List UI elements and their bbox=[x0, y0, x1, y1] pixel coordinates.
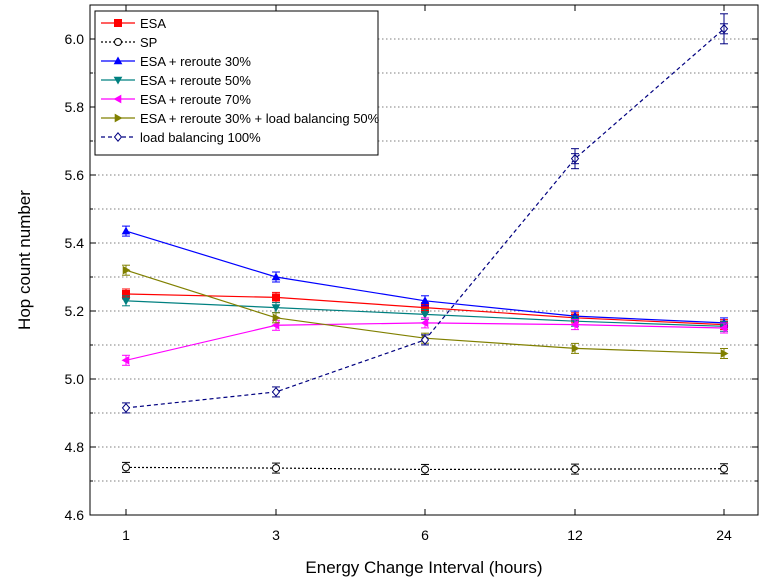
data-point bbox=[272, 313, 281, 323]
data-point bbox=[121, 226, 131, 235]
series-4 bbox=[121, 317, 728, 366]
grid-lines bbox=[90, 38, 758, 482]
legend-item-3: ESA + reroute 50% bbox=[101, 73, 251, 88]
y-tick-label: 6.0 bbox=[65, 31, 85, 47]
y-tick-label: 5.0 bbox=[65, 371, 85, 387]
axis-ticks: 4.6 4.8 5.0 5.2 5.4 5.6 5.8 6.0 1 3 6 12 24 bbox=[65, 5, 758, 543]
legend-label: ESA + reroute 30% bbox=[140, 54, 251, 69]
legend-label: ESA + reroute 30% + load balancing 50% bbox=[140, 111, 380, 126]
data-point bbox=[570, 320, 579, 329]
y-tick-label: 4.6 bbox=[65, 507, 85, 523]
series-line bbox=[125, 466, 725, 471]
legend-box bbox=[94, 10, 379, 156]
legend-marker bbox=[113, 76, 123, 85]
legend-marker bbox=[113, 56, 123, 65]
y-tick-label: 5.4 bbox=[65, 235, 85, 251]
series-lines bbox=[121, 13, 729, 475]
data-point bbox=[271, 320, 280, 330]
legend-label: ESA bbox=[140, 16, 166, 31]
legend-marker bbox=[113, 94, 122, 104]
legend-marker bbox=[114, 19, 122, 27]
legend-label: load balancing 100% bbox=[140, 130, 261, 145]
x-tick-label: 6 bbox=[421, 527, 429, 543]
data-point bbox=[122, 463, 130, 472]
legend-label: ESA + reroute 50% bbox=[140, 73, 251, 88]
legend-item-5: ESA + reroute 30% + load balancing 50% bbox=[101, 111, 380, 126]
series-1 bbox=[122, 461, 728, 475]
legend-item-2: ESA + reroute 30% bbox=[101, 54, 251, 69]
legend-item-1: SP bbox=[101, 35, 157, 50]
legend-item-4: ESA + reroute 70% bbox=[101, 92, 251, 107]
x-tick-label: 3 bbox=[272, 527, 280, 543]
data-point bbox=[720, 464, 728, 473]
x-axis-title: Energy Change Interval (hours) bbox=[305, 558, 542, 577]
data-point bbox=[271, 386, 281, 397]
data-point bbox=[421, 465, 429, 474]
data-point bbox=[571, 465, 579, 474]
data-point bbox=[420, 318, 429, 328]
y-tick-label: 5.2 bbox=[65, 303, 85, 319]
legend: ESA SP ESA + reroute 30% ESA + reroute 50% E… bbox=[94, 10, 380, 156]
x-tick-label: 24 bbox=[716, 527, 732, 543]
data-point bbox=[121, 355, 130, 365]
legend-marker bbox=[113, 132, 123, 142]
x-tick-label: 12 bbox=[567, 527, 583, 543]
y-axis-title: Hop count number bbox=[15, 190, 34, 330]
data-point bbox=[420, 296, 430, 305]
data-point bbox=[271, 272, 281, 281]
data-point bbox=[121, 297, 131, 306]
legend-label: ESA + reroute 70% bbox=[140, 92, 251, 107]
data-point bbox=[121, 402, 131, 413]
data-point bbox=[719, 323, 728, 333]
data-point bbox=[571, 344, 580, 353]
y-tick-label: 5.6 bbox=[65, 167, 85, 183]
legend-marker bbox=[114, 113, 123, 123]
y-tick-label: 4.8 bbox=[65, 439, 85, 455]
x-tick-label: 1 bbox=[122, 527, 130, 543]
data-point bbox=[720, 349, 729, 358]
data-point bbox=[272, 293, 280, 302]
legend-label: SP bbox=[140, 35, 157, 50]
legend-item-6: load balancing 100% bbox=[101, 130, 261, 145]
legend-marker bbox=[114, 38, 122, 46]
data-point bbox=[420, 334, 430, 345]
data-point bbox=[272, 464, 280, 473]
data-point bbox=[122, 265, 131, 275]
y-tick-label: 5.8 bbox=[65, 99, 85, 115]
data-point bbox=[271, 304, 281, 313]
plot-frame bbox=[89, 4, 759, 516]
legend-item-0: ESA bbox=[101, 16, 166, 31]
data-point bbox=[420, 311, 430, 319]
